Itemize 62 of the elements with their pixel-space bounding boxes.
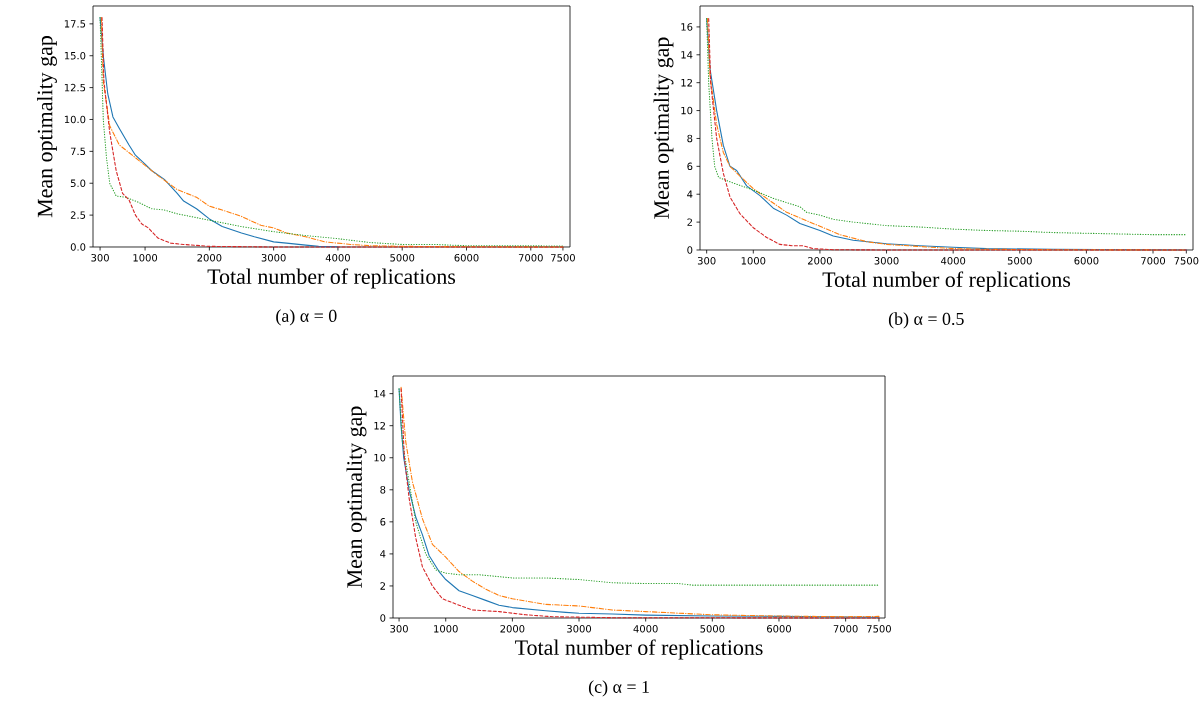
y-tick-label: 6 [687, 162, 693, 171]
y-tick-label: 4 [380, 550, 386, 558]
y-tick-label: 0 [687, 246, 693, 254]
x-tick-label: 6000 [454, 254, 479, 262]
y-tick-label: 6 [380, 518, 386, 526]
x-tick-label: 5000 [390, 254, 415, 262]
y-tick-label: 7.5 [70, 147, 86, 156]
y-tick-label: 16 [681, 23, 693, 31]
x-tick-label: 4000 [940, 257, 966, 265]
y-axis-title: Mean optimality gap [653, 37, 674, 219]
y-tick-label: 2 [687, 218, 692, 226]
y-tick-label: 10 [681, 106, 693, 115]
y-tick-label: 15.0 [64, 51, 86, 60]
y-tick-label: 14 [681, 51, 693, 59]
y-tick-label: 17.5 [64, 20, 86, 28]
x-tick-label: 300 [697, 257, 716, 265]
x-tick-label: 4000 [633, 625, 658, 633]
x-tick-label: 2000 [807, 257, 832, 265]
x-tick-label: 300 [91, 254, 109, 262]
y-tick-label: 14 [374, 389, 386, 398]
y-tick-label: 0 [380, 614, 386, 622]
text: (b) α = 0.5 [888, 312, 964, 329]
y-tick-label: 10.0 [64, 115, 86, 124]
x-tick-label: 4000 [325, 254, 350, 262]
x-tick-label: 1000 [133, 254, 158, 262]
x-tick-label: 2000 [500, 625, 525, 633]
line-series [99, 16, 339, 248]
x-tick-label: 7500 [867, 625, 891, 633]
x-axis-title: Total number of replications [515, 639, 763, 660]
x-tick-label: 300 [390, 625, 408, 633]
y-tick-label: 4 [687, 190, 693, 198]
y-tick-label: 12.5 [64, 83, 86, 92]
text: (c) α = 1 [588, 680, 649, 697]
x-tick-label: 7000 [1141, 257, 1166, 265]
x-tick-label: 6000 [1074, 257, 1099, 265]
y-tick-label: 5.0 [70, 179, 86, 188]
x-tick-label: 7000 [833, 625, 858, 633]
x-tick-label: 6000 [767, 625, 791, 633]
x-tick-label: 7000 [518, 254, 543, 262]
text: (a) α = 0 [276, 309, 337, 326]
y-tick-label: 2 [380, 582, 385, 590]
x-tick-label: 2000 [197, 254, 222, 262]
y-axis-title: Mean optimality gap [346, 406, 367, 588]
y-tick-label: 10 [374, 453, 386, 462]
x-tick-label: 3000 [567, 625, 592, 633]
y-tick-label: 8 [687, 134, 693, 143]
y-tick-label: 12 [681, 78, 692, 87]
x-tick-label: 5000 [700, 625, 725, 633]
x-tick-label: 1000 [434, 625, 458, 633]
y-tick-label: 0.0 [70, 243, 86, 251]
x-tick-label: 7500 [1174, 257, 1199, 265]
x-axis-title: Total number of replications [822, 271, 1071, 292]
x-axis-title: Total number of replications [207, 268, 456, 289]
x-tick-label: 1000 [741, 257, 766, 265]
x-tick-label: 3000 [874, 257, 899, 265]
x-tick-label: 3000 [261, 254, 286, 262]
y-tick-label: 2.5 [70, 211, 86, 219]
y-tick-label: 8 [380, 486, 386, 494]
y-tick-label: 12 [374, 421, 385, 430]
y-axis-title: Mean optimality gap [37, 36, 57, 218]
x-tick-label: 7500 [551, 254, 575, 262]
x-tick-label: 5000 [1007, 257, 1032, 265]
